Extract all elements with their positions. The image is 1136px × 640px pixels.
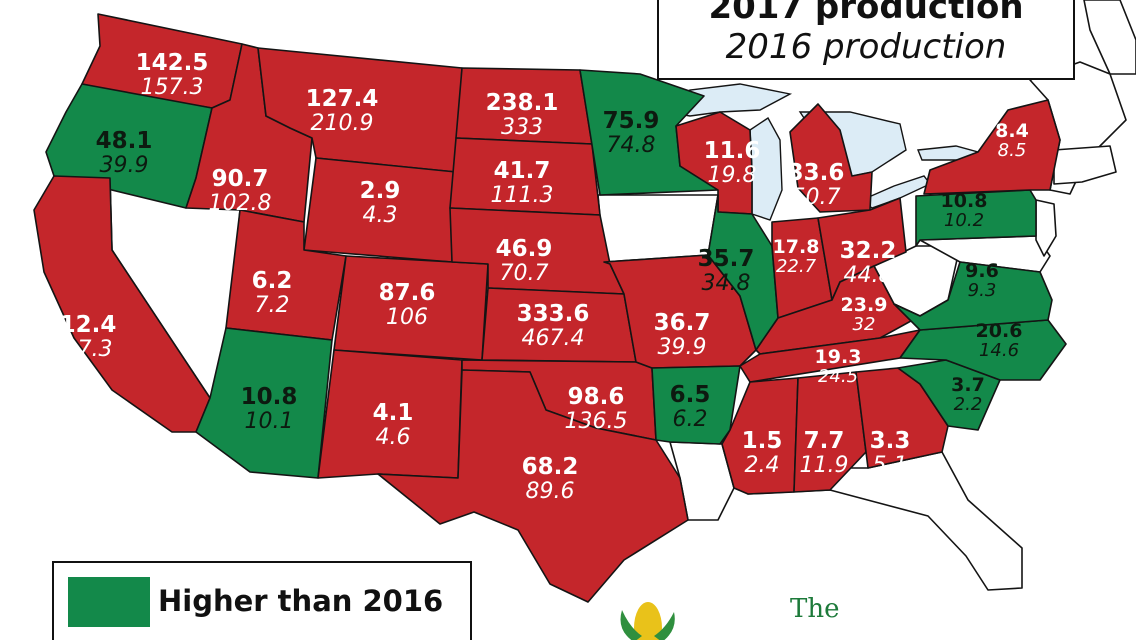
state-SD bbox=[449, 137, 601, 216]
legend-subtitle: 2016 production bbox=[725, 27, 1007, 67]
legend-title: 2017 production bbox=[708, 0, 1024, 27]
state-NY bbox=[923, 99, 1061, 195]
state-CT-RI-MA bbox=[1053, 145, 1117, 185]
lake-michigan bbox=[749, 116, 783, 221]
state-ME bbox=[1083, 0, 1136, 75]
legend: 2017 production 2016 production bbox=[657, 0, 1075, 80]
state-NJ bbox=[1035, 199, 1057, 257]
corn-icon bbox=[620, 602, 675, 640]
state-ND bbox=[455, 67, 593, 145]
state-AL bbox=[793, 371, 867, 493]
key-swatch-higher bbox=[68, 577, 150, 627]
state-VA bbox=[893, 261, 1053, 331]
color-key: Higher than 2016 bbox=[52, 561, 472, 640]
key-label: Higher than 2016 bbox=[158, 584, 444, 618]
state-TX bbox=[377, 369, 689, 603]
state-CA bbox=[33, 175, 211, 433]
brand-the: The bbox=[790, 594, 840, 624]
state-MI bbox=[789, 103, 873, 213]
brand-logo: The bbox=[612, 590, 1092, 640]
unshaded-states bbox=[109, 0, 1136, 591]
state-WY bbox=[303, 157, 457, 263]
state-CO bbox=[333, 255, 489, 361]
state-AZ bbox=[195, 327, 333, 479]
state-IA bbox=[597, 194, 719, 263]
state-AR bbox=[651, 365, 741, 445]
state-KS bbox=[481, 287, 637, 363]
state-NC bbox=[899, 319, 1067, 381]
state-NM bbox=[317, 349, 463, 479]
